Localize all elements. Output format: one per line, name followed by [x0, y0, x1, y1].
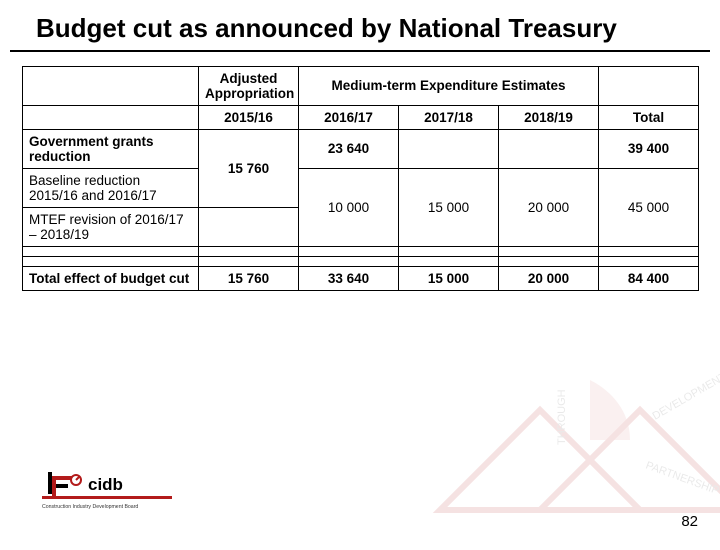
- header-blank-3: [23, 105, 199, 129]
- table-row-total: Total effect of budget cut 15 760 33 640…: [23, 266, 699, 290]
- page-number: 82: [681, 513, 698, 530]
- cell-mtef-total: 45 000: [599, 168, 699, 246]
- table-row-spacer: [23, 246, 699, 256]
- row-total-label: Total effect of budget cut: [23, 266, 199, 290]
- footer: cidb Construction Industry Development B…: [0, 460, 720, 540]
- header-mtee: Medium-term Expenditure Estimates: [299, 66, 599, 105]
- svg-text:THROUGH: THROUGH: [556, 389, 568, 445]
- table-row-spacer: [23, 256, 699, 266]
- svg-text:cidb: cidb: [88, 475, 123, 494]
- cell-baseline-y1: 15 760: [199, 129, 299, 207]
- page-title: Budget cut as announced by National Trea…: [10, 0, 710, 52]
- cell-mtef-y2: 10 000: [299, 168, 399, 246]
- svg-text:DEVELOPMENT: DEVELOPMENT: [651, 371, 720, 423]
- cell-total-y4: 20 000: [499, 266, 599, 290]
- header-y2: 2016/17: [299, 105, 399, 129]
- budget-table-container: Adjusted Appropriation Medium-term Expen…: [0, 66, 720, 291]
- cell-baseline-y4: [499, 129, 599, 168]
- cell-mtef-y1: [199, 207, 299, 246]
- cell-mtef-y3: 15 000: [399, 168, 499, 246]
- row-gov-grants-label: Government grants reduction: [23, 129, 199, 168]
- cell-total-y3: 15 000: [399, 266, 499, 290]
- cell-baseline-total: 39 400: [599, 129, 699, 168]
- cell-mtef-y4: 20 000: [499, 168, 599, 246]
- header-y1: 2015/16: [199, 105, 299, 129]
- budget-table: Adjusted Appropriation Medium-term Expen…: [22, 66, 699, 291]
- cell-total-total: 84 400: [599, 266, 699, 290]
- cell-total-y2: 33 640: [299, 266, 399, 290]
- cidb-logo-icon: cidb Construction Industry Development B…: [42, 466, 172, 512]
- cell-total-y1: 15 760: [199, 266, 299, 290]
- row-mtef-label: MTEF revision of 2016/17 – 2018/19: [23, 207, 199, 246]
- header-y4: 2018/19: [499, 105, 599, 129]
- cell-baseline-y2: 23 640: [299, 129, 399, 168]
- header-y3: 2017/18: [399, 105, 499, 129]
- row-baseline-label: Baseline reduction 2015/16 and 2016/17: [23, 168, 199, 207]
- header-total: Total: [599, 105, 699, 129]
- cell-baseline-y3: [399, 129, 499, 168]
- table-row: Government grants reduction 15 760 23 64…: [23, 129, 699, 168]
- svg-text:Construction Industry Developm: Construction Industry Development Board: [42, 504, 138, 510]
- header-blank-1: [23, 66, 199, 105]
- header-adjusted: Adjusted Appropriation: [199, 66, 299, 105]
- header-blank-2: [599, 66, 699, 105]
